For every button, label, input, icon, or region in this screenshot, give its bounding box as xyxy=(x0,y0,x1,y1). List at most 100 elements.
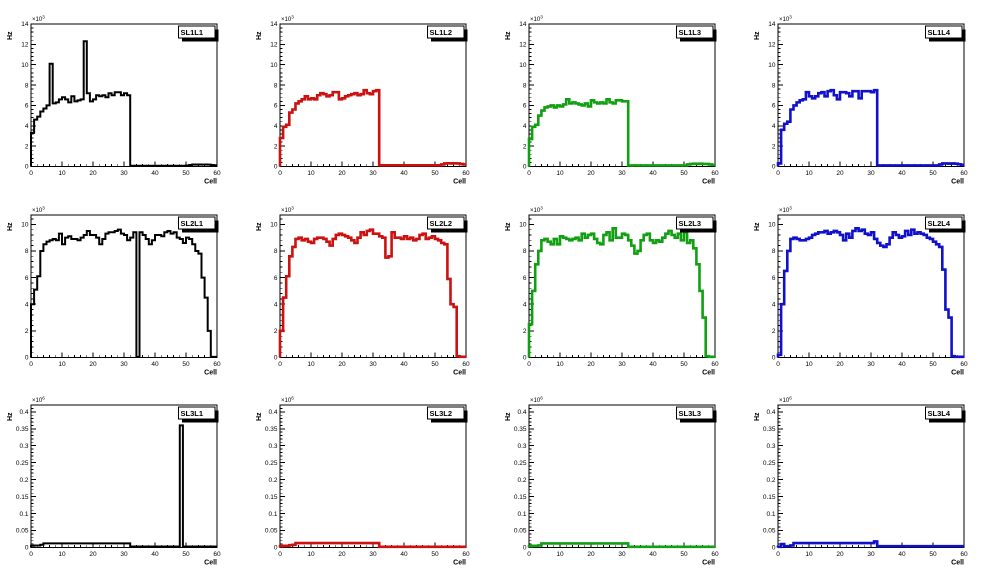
x-tick-label: 50 xyxy=(680,551,688,558)
histogram-line-SL1L1 xyxy=(30,40,217,167)
major-ticks xyxy=(777,411,965,549)
x-tick-label: 10 xyxy=(556,551,564,558)
y-axis-exponent: ×103 xyxy=(779,205,792,214)
y-axis-title: Hz xyxy=(256,31,263,40)
y-tick-label: 8 xyxy=(274,248,278,255)
y-axis-title: Hz xyxy=(7,31,14,40)
y-tick-label: 0 xyxy=(25,164,29,171)
y-tick-label: 0.4 xyxy=(766,409,775,416)
x-axis-title: Cell xyxy=(702,179,715,186)
x-tick-label: 60 xyxy=(213,551,221,558)
legend-box xyxy=(427,216,465,230)
y-tick-label: 10 xyxy=(21,221,29,228)
histogram-svg-SL1L3: 0 2 4 6 8 10 12 14 0 10 20 30 40 50 60 ×103 Hz Cell SL1L3 xyxy=(505,15,719,186)
histogram-panel-sl2l3: 0 2 4 6 8 10 0 10 20 30 40 50 60 ×103 Hz Cell SL2L3 xyxy=(498,191,747,382)
legend-title: SL1L2 xyxy=(430,28,453,37)
plot-frame xyxy=(279,214,467,358)
histogram-svg-SL1L1: 0 2 4 6 8 10 12 14 0 10 20 30 40 50 60 ×103 Hz Cell SL1L1 xyxy=(7,15,221,186)
x-tick-label: 10 xyxy=(307,170,315,177)
x-tick-label: 0 xyxy=(776,361,780,368)
x-tick-label: 50 xyxy=(182,361,190,368)
x-tick-label: 50 xyxy=(182,551,190,558)
x-tick-label: 20 xyxy=(338,170,346,177)
x-tick-label: 10 xyxy=(58,361,66,368)
x-tick-label: 50 xyxy=(929,551,937,558)
x-tick-label: 0 xyxy=(278,170,282,177)
y-tick-label: 0 xyxy=(523,545,527,552)
x-tick-label: 30 xyxy=(120,551,128,558)
legend-box xyxy=(178,25,216,39)
y-tick-label: 8 xyxy=(772,82,776,89)
x-tick-label: 30 xyxy=(369,170,377,177)
y-tick-label: 2 xyxy=(274,143,278,150)
x-tick-label: 50 xyxy=(929,170,937,177)
y-tick-label: 0.1 xyxy=(268,511,277,518)
x-tick-label: 0 xyxy=(278,361,282,368)
y-tick-label: 10 xyxy=(768,221,776,228)
x-tick-label: 50 xyxy=(680,170,688,177)
y-tick-label: 14 xyxy=(21,21,29,28)
minor-ticks xyxy=(777,404,965,549)
histogram-line-SL1L2 xyxy=(278,88,466,167)
x-tick-label: 40 xyxy=(649,170,657,177)
x-tick-label: 40 xyxy=(151,361,159,368)
y-tick-label: 8 xyxy=(772,248,776,255)
y-tick-label: 8 xyxy=(274,82,278,89)
y-tick-label: 10 xyxy=(270,62,278,69)
histogram-svg-SL3L1: 0 0.05 0.1 0.15 0.2 0.25 0.3 0.35 0.4 0 10 20 30 40 50… xyxy=(7,396,221,567)
y-tick-label: 0.35 xyxy=(16,426,29,433)
y-tick-label: 0 xyxy=(772,354,776,361)
legend-box xyxy=(178,216,216,230)
x-tick-label: 40 xyxy=(151,170,159,177)
x-tick-label: 50 xyxy=(680,361,688,368)
x-tick-label: 30 xyxy=(867,170,875,177)
plot-frame xyxy=(279,404,467,549)
x-tick-label: 60 xyxy=(462,551,470,558)
y-tick-label: 0.05 xyxy=(763,528,776,535)
x-tick-label: 20 xyxy=(836,551,844,558)
x-tick-label: 10 xyxy=(556,361,564,368)
histogram-panel-sl3l3: 0 0.05 0.1 0.15 0.2 0.25 0.3 0.35 0.4 0 10 20 30 40 50… xyxy=(498,381,747,572)
y-tick-label: 0.15 xyxy=(16,494,29,501)
y-tick-label: 4 xyxy=(274,301,278,308)
legend-box xyxy=(925,216,963,230)
y-tick-label: 8 xyxy=(523,82,527,89)
y-tick-label: 2 xyxy=(25,143,29,150)
major-ticks xyxy=(279,411,467,549)
legend-title: SL2L2 xyxy=(430,219,453,228)
legend-title: SL3L1 xyxy=(181,409,204,418)
y-axis-title: Hz xyxy=(505,222,512,231)
x-tick-label: 40 xyxy=(400,361,408,368)
y-tick-label: 2 xyxy=(274,328,278,335)
y-axis-title: Hz xyxy=(7,222,14,231)
y-tick-label: 0.05 xyxy=(514,528,527,535)
y-tick-label: 0.4 xyxy=(19,409,28,416)
histogram-svg-SL2L3: 0 2 4 6 8 10 0 10 20 30 40 50 60 ×103 Hz Cell SL2L3 xyxy=(505,205,719,376)
legend-box xyxy=(676,406,714,420)
histogram-line-SL2L2 xyxy=(278,228,466,358)
legend-box xyxy=(925,406,963,420)
x-tick-label: 10 xyxy=(58,551,66,558)
x-tick-label: 60 xyxy=(960,361,968,368)
y-tick-label: 0.3 xyxy=(766,443,775,450)
legend-title: SL3L4 xyxy=(928,409,951,418)
y-axis-exponent: ×103 xyxy=(530,15,543,24)
minor-ticks xyxy=(528,23,716,167)
histogram-panel-sl3l4: 0 0.05 0.1 0.15 0.2 0.25 0.3 0.35 0.4 0 10 20 30 40 50… xyxy=(747,381,996,572)
y-tick-label: 0.05 xyxy=(265,528,278,535)
y-tick-label: 6 xyxy=(25,274,29,281)
x-axis-title: Cell xyxy=(204,369,217,376)
x-tick-label: 0 xyxy=(527,551,531,558)
y-tick-label: 0.35 xyxy=(763,426,776,433)
x-tick-label: 10 xyxy=(556,170,564,177)
x-tick-label: 30 xyxy=(369,551,377,558)
y-axis-title: Hz xyxy=(256,222,263,231)
plot-frame xyxy=(30,404,218,549)
histogram-svg-SL1L2: 0 2 4 6 8 10 12 14 0 10 20 30 40 50 60 ×103 Hz Cell SL1L2 xyxy=(256,15,470,186)
y-tick-label: 0.2 xyxy=(517,477,526,484)
major-ticks xyxy=(279,223,467,358)
x-tick-label: 0 xyxy=(527,170,531,177)
y-axis-exponent: ×106 xyxy=(779,396,792,405)
x-tick-label: 0 xyxy=(29,361,33,368)
x-tick-label: 60 xyxy=(711,170,719,177)
